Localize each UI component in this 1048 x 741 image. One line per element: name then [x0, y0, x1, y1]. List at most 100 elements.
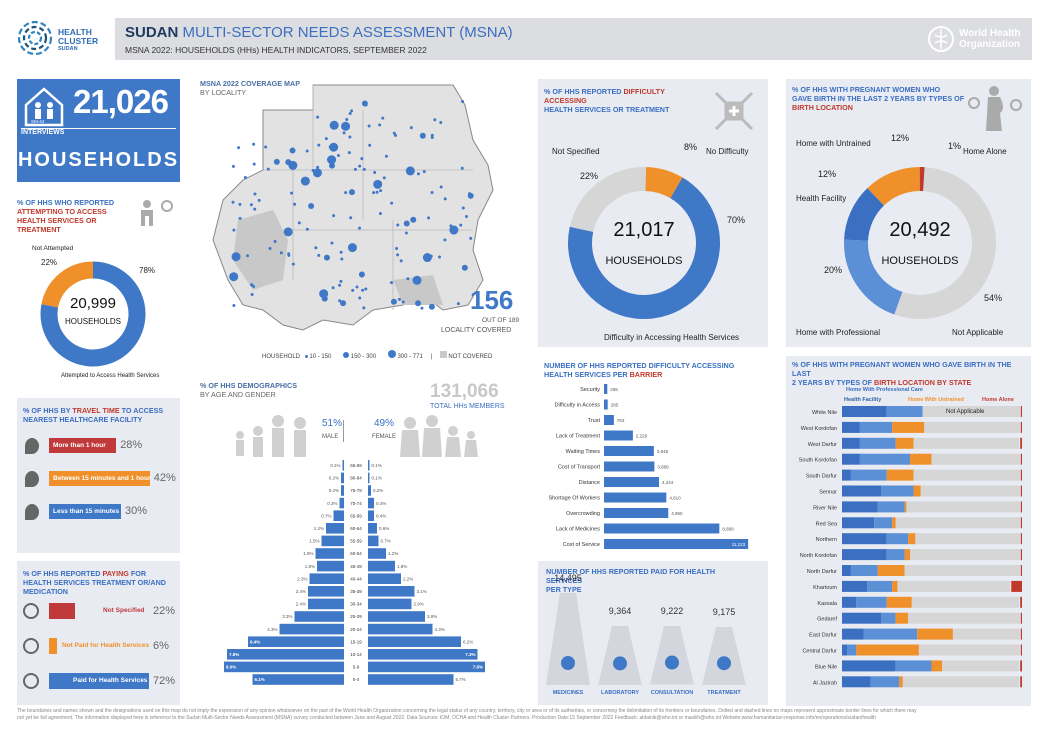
barrier-value: 255	[610, 387, 618, 392]
map-dot	[237, 146, 241, 150]
facility-seg	[842, 596, 857, 608]
state-label: East Darfur	[809, 633, 837, 639]
facility-pct: 12%	[818, 169, 837, 179]
untrained-seg	[886, 469, 914, 481]
map-dot	[390, 298, 397, 305]
alone-seg	[1020, 565, 1022, 576]
state-label: West Darfur	[808, 442, 837, 448]
paid-label: TREATMENT	[707, 690, 741, 696]
map-dot	[279, 251, 283, 255]
paying-bar	[49, 638, 57, 654]
map-dot	[252, 285, 256, 289]
na-seg	[924, 421, 1021, 433]
state-label: West Kordofan	[801, 426, 837, 432]
not-attempted-label: Not Attempted	[32, 245, 74, 252]
map-dot	[403, 220, 410, 227]
map-dot	[231, 200, 235, 204]
barrier-label: Distance	[579, 480, 600, 486]
no-difficulty-pct: 8%	[684, 142, 698, 152]
diff-title-a: % OF HHs REPORTED	[544, 87, 622, 96]
medicines-icon	[546, 593, 590, 685]
untrained-seg	[904, 549, 910, 561]
professional-seg	[886, 549, 905, 561]
alone-seg	[1020, 469, 1022, 481]
person-sitting-icon	[141, 200, 173, 226]
barrier-bar	[604, 477, 660, 487]
barrier-label: Cost of Service	[563, 542, 600, 548]
travel-pct: 42%	[153, 472, 176, 484]
who-line2: Organization	[959, 39, 1021, 50]
map-dot	[342, 131, 346, 135]
travel-bar: Less than 15 minutes	[49, 504, 121, 519]
demo-total-label: TOTAL HHs MEMBERS	[430, 403, 505, 410]
not-specified-pct: 22%	[580, 171, 599, 181]
barrier-bar	[604, 461, 655, 472]
map-dot	[410, 216, 417, 223]
female-pct-label: 1.8%	[397, 564, 407, 569]
interviews-number: 21,026	[73, 83, 169, 120]
demo-total: 131,066	[430, 381, 499, 402]
state-label: Khartoum	[813, 585, 837, 591]
map-dot	[368, 143, 372, 147]
map-dot	[467, 192, 474, 199]
female-bar	[368, 674, 454, 685]
male-bar	[326, 523, 344, 534]
na-seg	[904, 565, 1021, 576]
consultation-icon	[650, 626, 694, 685]
map-dot	[362, 306, 366, 310]
male-pct-label: 1.2%	[314, 526, 324, 531]
untrained-seg	[886, 596, 912, 608]
alone-seg	[1020, 501, 1022, 513]
female-pct-label: 4.3%	[435, 627, 445, 632]
male-pct-label: 4.3%	[267, 627, 277, 632]
paid-title-a: NUMBER OF HHs REPORTED PAID FOR HEALTH S…	[546, 567, 716, 585]
map-dot	[364, 287, 368, 291]
diff-center-num: 21,017	[613, 219, 675, 241]
male-bar	[248, 636, 344, 647]
paid-label: LABORATORY	[600, 690, 640, 696]
map-dot	[433, 118, 437, 122]
female-bar	[368, 611, 425, 622]
male-pct-label: 1.9%	[303, 551, 313, 556]
legend-l1: 10 - 150	[309, 354, 332, 360]
professional-seg	[874, 517, 893, 529]
no-difficulty-label: No Difficulty	[706, 147, 749, 156]
na-seg	[895, 517, 1021, 529]
map-dot	[439, 185, 443, 189]
age-label: 15-19	[350, 639, 362, 644]
difficulty-panel: % OF HHs REPORTED DIFFICULTY ACCESSING HE…	[538, 79, 768, 347]
preg-title-a: % OF HHs WITH PREGNANT WOMEN WHO	[792, 85, 941, 94]
untrained-seg	[877, 565, 905, 576]
female-pct-label: 2.2%	[403, 576, 413, 581]
untrained-seg	[917, 628, 953, 640]
female-pct-label: 0.2%	[373, 488, 383, 493]
map-dot	[340, 257, 344, 261]
map-dot	[300, 176, 310, 186]
female-pct-label: 2.9%	[414, 602, 424, 607]
barrier-value: 2,229	[636, 434, 648, 439]
na-seg	[913, 437, 1020, 449]
female-pct-label: 0.4%	[376, 513, 386, 518]
paying-pct: 6%	[153, 640, 169, 652]
barrier-bar	[604, 415, 614, 425]
map-dot	[460, 166, 464, 170]
map-dot	[268, 246, 272, 250]
female-label: FEMALE	[372, 434, 397, 440]
male-bar	[342, 460, 344, 471]
interviews-box: SM-44 21,026 INTERVIEWS HOUSEHOLDS	[17, 79, 180, 182]
professional-seg	[886, 406, 923, 417]
map-dot	[358, 226, 362, 230]
male-bar	[308, 598, 344, 610]
legend-na: Not Applicable	[946, 409, 985, 415]
locality-out-of: OUT OF 189	[482, 317, 520, 324]
map-dot	[326, 158, 330, 162]
professional-label: Home with Professional	[796, 328, 881, 337]
map-dot	[330, 241, 334, 245]
legend-prof: Home With Professional Care	[846, 387, 923, 393]
difficulty-slice	[568, 177, 720, 319]
state-label: Red Sea	[816, 521, 838, 527]
map-dot	[231, 252, 241, 262]
map-dot	[317, 143, 321, 147]
treatment-icon	[702, 626, 746, 685]
map-dot	[288, 160, 298, 170]
